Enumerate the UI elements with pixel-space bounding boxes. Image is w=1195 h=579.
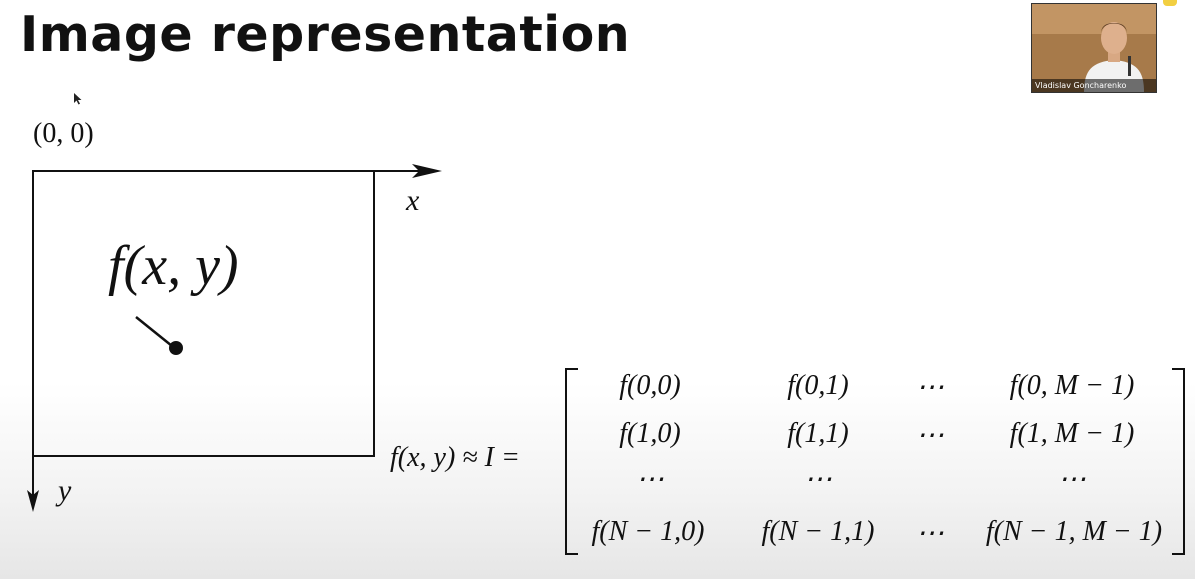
function-label: f(x, y) [108, 235, 239, 297]
y-axis-label: y [58, 474, 72, 507]
formula-lhs: f(x, y) ≈ I = [390, 442, 520, 473]
matrix-cell: f(0,1) [787, 370, 849, 401]
origin-label: (0, 0) [33, 118, 94, 149]
speaker-webcam: Vladislav Goncharenko [1031, 3, 1157, 93]
matrix-cell: f(N − 1,1) [761, 516, 875, 547]
matrix-cell: ⋯ [804, 464, 832, 495]
matrix-cell: f(1,1) [787, 418, 849, 449]
x-axis-arrowhead-icon [412, 164, 442, 178]
matrix-cell: ⋯ [636, 464, 664, 495]
pointer-line [135, 316, 173, 347]
slide-title: Image representation [20, 6, 631, 63]
speaker-name: Vladislav Goncharenko [1032, 79, 1156, 92]
matrix-cell: f(N − 1,0) [591, 516, 705, 547]
matrix-cell: f(1,0) [619, 418, 681, 449]
image-frame [32, 170, 375, 457]
mouse-pointer-icon [74, 93, 82, 105]
speaker-avatar [1032, 4, 1156, 92]
y-axis-arrowhead-icon [27, 490, 39, 512]
matrix-right-bracket [1172, 368, 1185, 555]
matrix-cell: f(0, M − 1) [1009, 370, 1135, 401]
matrix-left-bracket [565, 368, 578, 555]
pixel-point [169, 341, 183, 355]
matrix-cell: ⋯ [916, 420, 944, 451]
matrix-cell: ⋯ [916, 518, 944, 549]
matrix-cell: f(N − 1, M − 1) [985, 516, 1163, 547]
x-axis-label: x [406, 184, 420, 217]
matrix-cell: ⋯ [1058, 464, 1086, 495]
matrix-cell: f(0,0) [619, 370, 681, 401]
matrix-cell: f(1, M − 1) [1009, 418, 1135, 449]
badge-marker [1163, 0, 1177, 6]
matrix-cell: ⋯ [916, 372, 944, 403]
